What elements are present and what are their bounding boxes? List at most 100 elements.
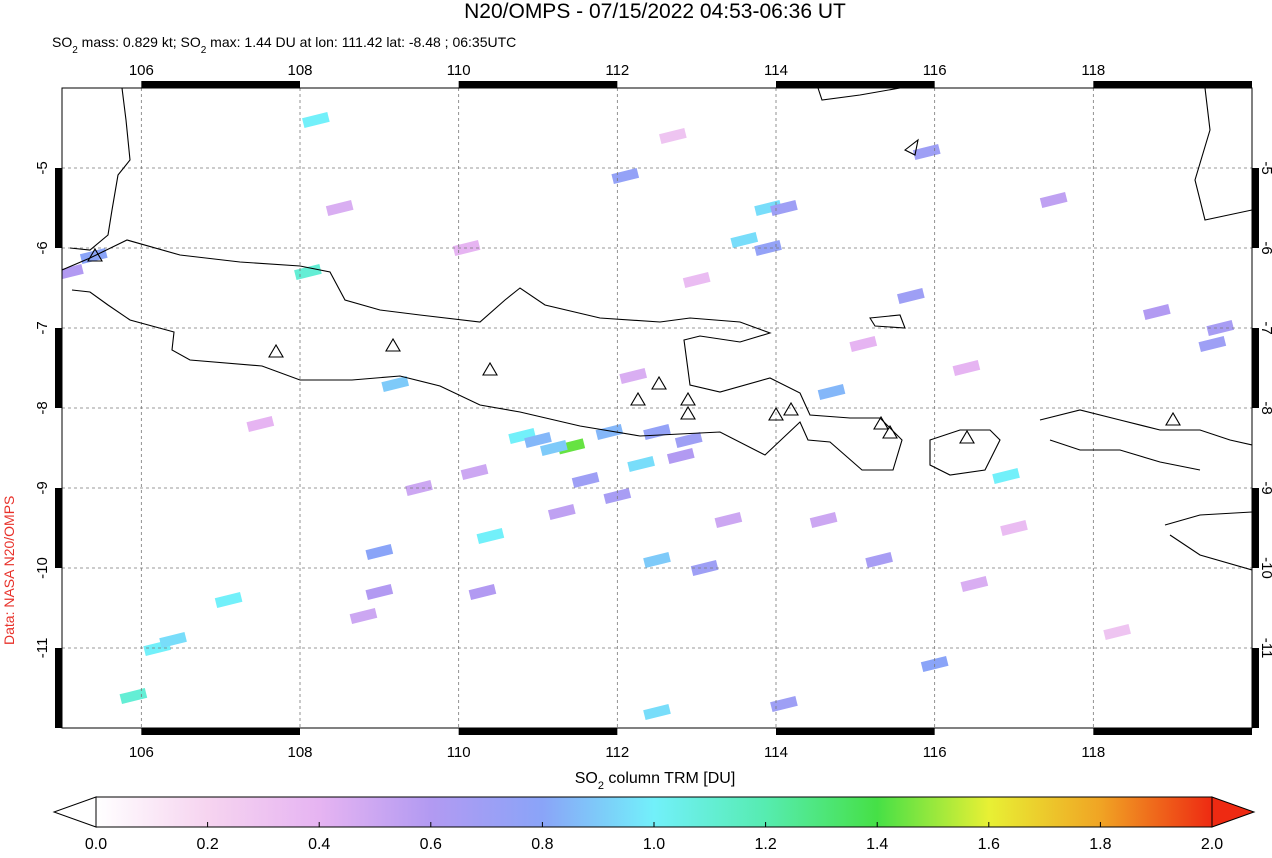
so2-pixel [325, 200, 354, 216]
sumba-coast [1164, 511, 1252, 571]
so2-pixel [619, 368, 648, 384]
x-tick-label: 114 [764, 744, 788, 761]
so2-pixel [849, 336, 878, 352]
so2-pixel [682, 272, 711, 288]
x-tick-label: 116 [923, 62, 947, 79]
axis-band [458, 81, 618, 88]
coastlines [62, 88, 1252, 571]
axis-band [776, 81, 935, 88]
colorbar-tick-label: 0.8 [531, 836, 553, 853]
text-part: column TRM [DU] [604, 770, 735, 787]
y-tick-label: -6 [1258, 241, 1272, 254]
so2-pixel [960, 576, 989, 592]
colorbar-tick-label: 1.6 [978, 836, 1000, 853]
so2-pixel [770, 200, 798, 216]
so2-pixel [754, 200, 782, 216]
y-tick-label: -7 [34, 321, 51, 334]
y-tick-label: -5 [1258, 161, 1272, 174]
so2-pixel [730, 232, 759, 248]
axis-band [55, 328, 62, 408]
x-tick-label: 118 [1081, 744, 1105, 761]
so2-pixel [666, 448, 695, 464]
so2-pixel [1039, 192, 1068, 208]
axis-band [55, 648, 62, 728]
y-tick-label: -6 [34, 241, 51, 254]
x-tick-label: 110 [447, 62, 471, 79]
axis-band [55, 488, 62, 568]
madura-islands [869, 138, 919, 329]
colorbar-label: SO2 column TRM [DU] [575, 770, 736, 792]
grid [62, 88, 1252, 728]
so2-pixel [809, 512, 838, 528]
colorbar-tick-label: 0.4 [308, 836, 330, 853]
so2-pixel [627, 456, 655, 472]
colorbar-tick-label: 0.0 [85, 836, 107, 853]
colorbar-tick-label: 1.0 [643, 836, 665, 853]
so2-pixel [817, 384, 846, 400]
x-tick-label: 108 [287, 744, 312, 761]
so2-pixel [595, 424, 624, 440]
so2-pixel [674, 432, 703, 448]
colorbar-tick-label: 1.4 [866, 836, 888, 853]
so2-pixel [246, 416, 275, 432]
colorbar-tick-label: 2.0 [1201, 836, 1223, 853]
x-tick-label: 112 [605, 62, 629, 79]
axis-band [458, 728, 618, 735]
axis-band [1093, 81, 1252, 88]
axes: 106 106 108 108 110 110 112 112 114 114 116 116 118 1… [34, 62, 1272, 761]
colorbar-under [52, 796, 97, 828]
so2-pixel [381, 376, 410, 392]
colorbar-tick-label: 1.8 [1089, 836, 1111, 853]
colorbar-over [1211, 796, 1256, 828]
x-tick-label: 106 [129, 62, 154, 79]
so2-pixel [62, 264, 84, 280]
x-tick-label: 114 [764, 62, 788, 79]
bali-coast [929, 429, 1001, 476]
y-tick-label: -11 [1258, 638, 1272, 659]
colorbar-tick-label: 0.2 [196, 836, 218, 853]
x-tick-label: 116 [923, 744, 947, 761]
axis-band [1093, 728, 1252, 735]
y-tick-label: -7 [1258, 321, 1272, 334]
x-tick-label: 108 [287, 62, 312, 79]
so2-pixel [1103, 624, 1131, 640]
so2-pixel [214, 592, 243, 608]
so2-pixel [643, 704, 671, 720]
sumatra-coast [69, 88, 131, 251]
so2-pixel [754, 240, 782, 256]
colorbar-tick-label: 0.6 [420, 836, 442, 853]
x-tick-label: 110 [447, 744, 471, 761]
so2-pixel [714, 512, 743, 528]
x-tick-label: 106 [129, 744, 154, 761]
so2-pixel [547, 504, 576, 520]
so2-pixel [349, 608, 378, 624]
y-tick-label: -10 [1258, 557, 1272, 579]
so2-pixel [365, 584, 394, 600]
so2-pixel [1198, 336, 1227, 352]
so2-pixel [294, 264, 322, 280]
borneo-coast [817, 88, 1252, 221]
so2-pixel [468, 584, 497, 600]
so2-pixel [460, 464, 489, 480]
so2-pixel [540, 440, 568, 456]
credit: Data: NASA N20/OMPS [1, 496, 17, 645]
so2-pixel [912, 144, 941, 160]
y-tick-label: -9 [34, 481, 51, 494]
colorbar-tick-label: 1.2 [754, 836, 776, 853]
axis-band [1252, 168, 1259, 248]
so2-pixel [865, 552, 893, 568]
so2-pixel [952, 360, 981, 376]
volcano-markers [87, 247, 1181, 444]
so2-pixel [770, 696, 798, 712]
title: N20/OMPS - 07/15/2022 04:53-06:36 UT [464, 0, 846, 23]
so2-pixel [365, 544, 394, 560]
so2-pixel [643, 552, 671, 568]
subscript: 2 [201, 45, 207, 56]
so2-pixel [1000, 520, 1028, 536]
text-part: SO [52, 34, 72, 50]
so2-pixel [992, 468, 1020, 484]
axis-band [141, 728, 300, 735]
axis-band [1252, 648, 1259, 728]
so2-pixel [302, 112, 330, 128]
